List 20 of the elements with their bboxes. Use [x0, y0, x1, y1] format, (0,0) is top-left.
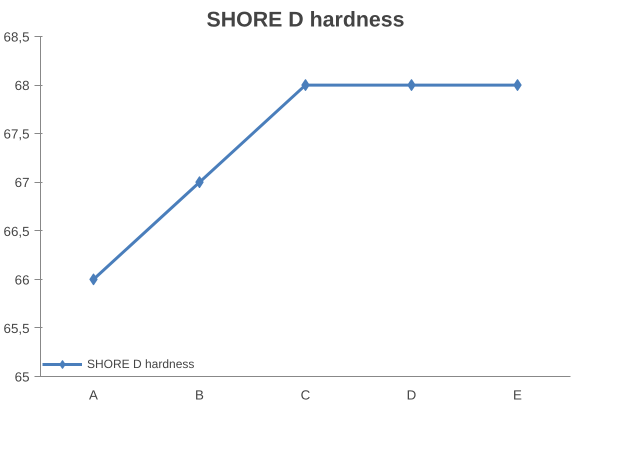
- x-tick-label: C: [300, 388, 311, 402]
- point: [195, 176, 204, 188]
- y-tick-label: 65: [14, 370, 30, 384]
- y-tick-label: 65,5: [4, 320, 30, 336]
- y-tick-label: 66: [14, 272, 30, 288]
- x-tick-label: B: [195, 388, 204, 402]
- y-tick-label: 68,5: [4, 30, 30, 44]
- chart-title: SHORE D hardness: [206, 8, 404, 32]
- y-tick-label: 67,5: [4, 126, 30, 142]
- y-tick-label: 68: [14, 78, 30, 94]
- legend-label: SHORE D hardness: [87, 357, 194, 371]
- point: [89, 273, 98, 286]
- point: [513, 79, 522, 92]
- y-tick-label: 67: [14, 175, 30, 190]
- x-tick-label: D: [406, 388, 416, 402]
- x-tick-label: A: [89, 388, 98, 402]
- point: [301, 79, 310, 92]
- point: [407, 79, 416, 92]
- y-tick-label: 66,5: [4, 224, 30, 239]
- x-tick-label: E: [513, 388, 522, 402]
